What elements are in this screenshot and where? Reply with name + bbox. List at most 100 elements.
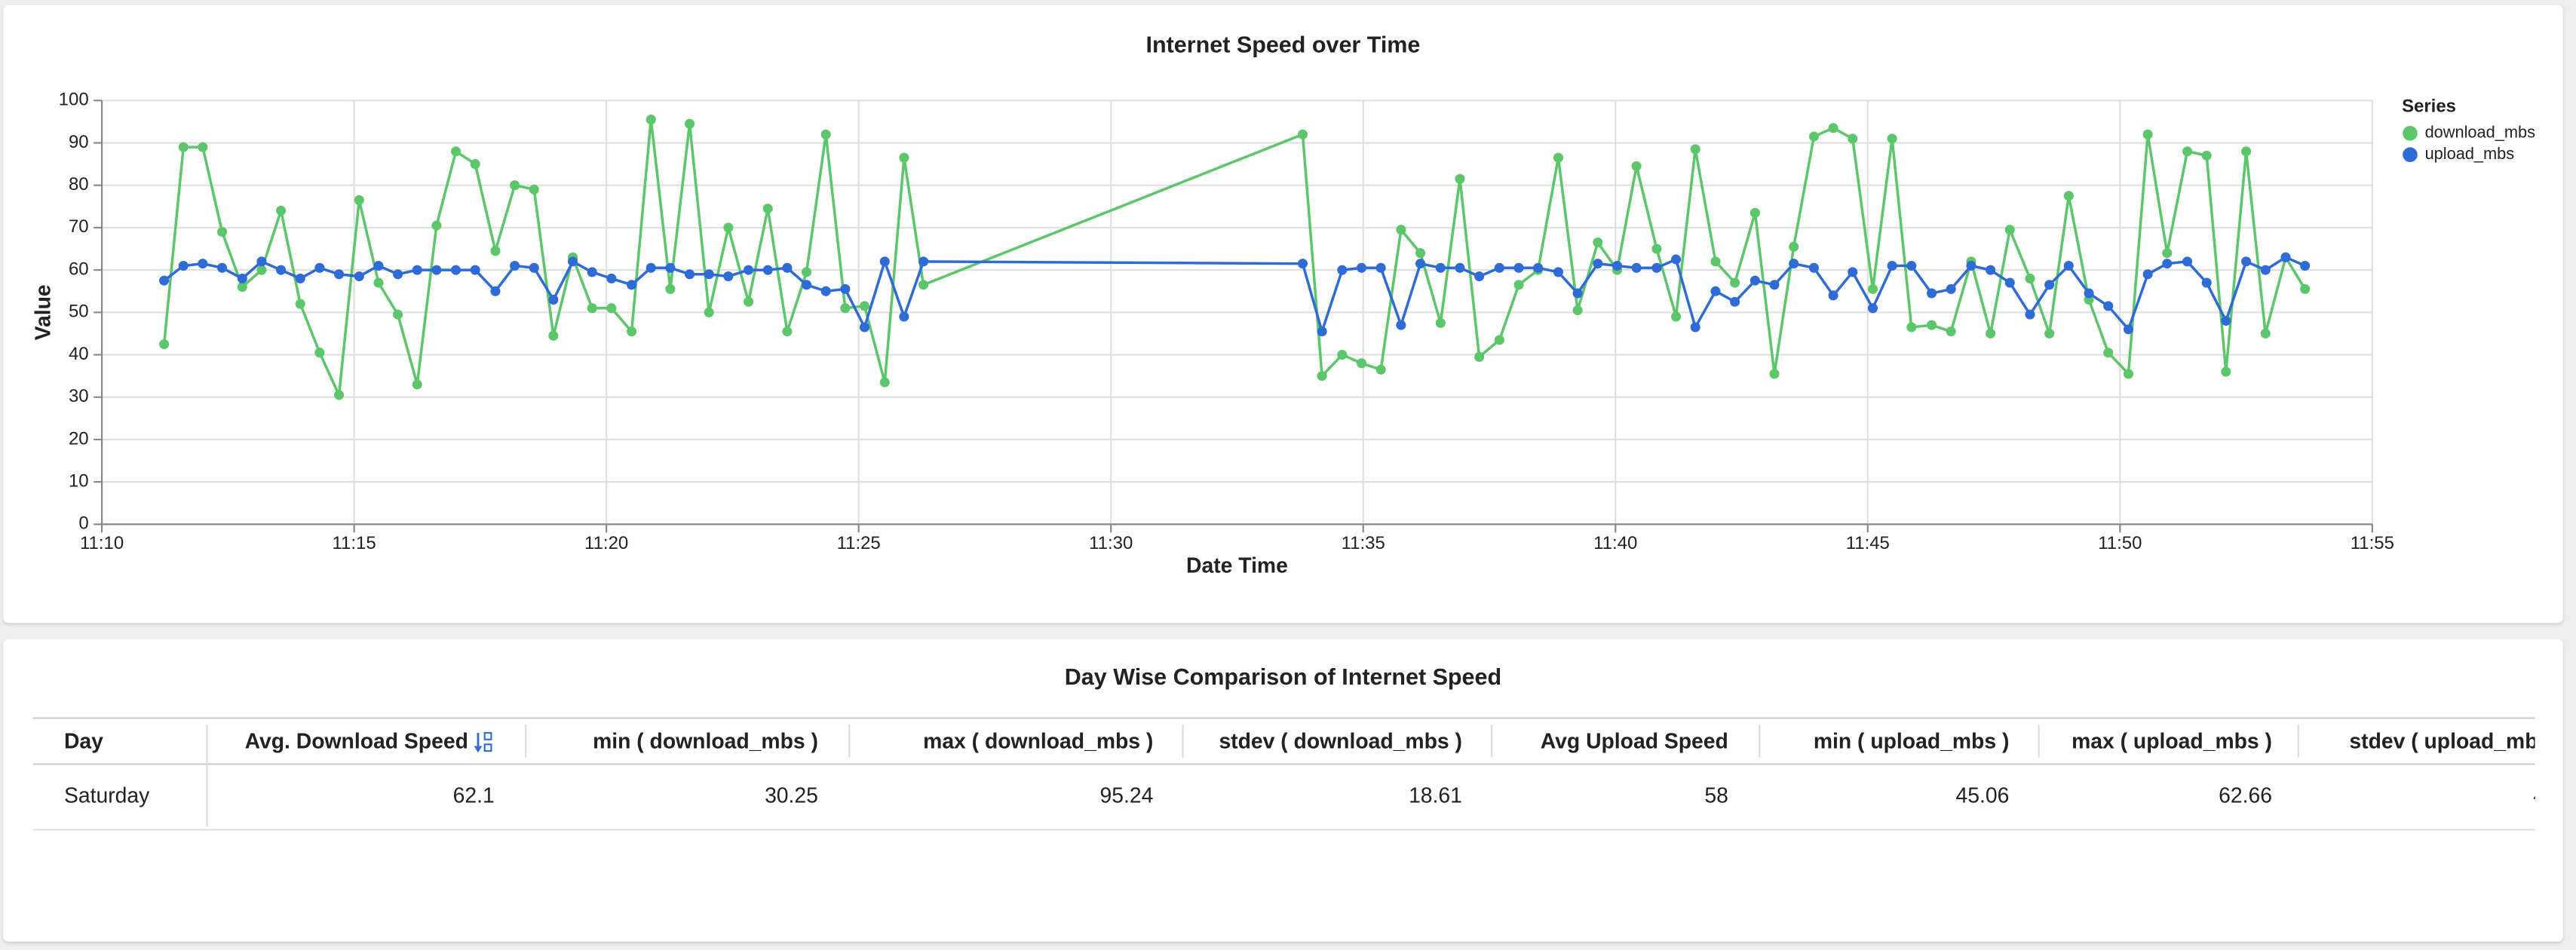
data-point	[1690, 144, 1700, 155]
data-point	[2103, 348, 2114, 358]
data-point	[237, 273, 247, 283]
data-point	[1651, 244, 1662, 254]
y-tick-label: 90	[69, 132, 89, 152]
x-tick-label: 11:50	[2098, 533, 2142, 553]
sort-icon[interactable]	[474, 731, 492, 753]
column-header: max ( download_mbs )	[923, 730, 1153, 754]
table: Day Avg. Download Speed min ( download_mbs…	[32, 717, 2562, 831]
y-tick-label: 60	[69, 259, 89, 279]
data-point	[1337, 265, 1348, 275]
data-point	[918, 280, 929, 290]
data-point	[1415, 248, 1426, 259]
data-point	[801, 267, 812, 277]
data-point	[899, 152, 909, 163]
data-point	[879, 256, 890, 267]
data-point	[2063, 191, 2074, 201]
data-point	[1848, 133, 1858, 144]
data-point	[665, 262, 676, 273]
data-point	[2260, 328, 2271, 339]
data-point	[2142, 269, 2153, 280]
data-point	[1887, 133, 1897, 144]
data-point	[744, 296, 754, 307]
data-point	[1435, 262, 1446, 273]
data-point	[2044, 328, 2055, 339]
table-cell: 95.24	[1099, 783, 1153, 808]
data-point	[1415, 259, 1426, 269]
data-point	[1533, 262, 1544, 273]
data-point	[490, 246, 501, 256]
data-point	[587, 267, 597, 277]
data-point	[782, 262, 793, 273]
data-point	[373, 260, 384, 271]
data-point	[2221, 366, 2231, 377]
legend-label: download_mbs	[2425, 123, 2536, 142]
data-point	[1671, 311, 1682, 322]
data-point	[1906, 322, 1917, 332]
data-point	[470, 265, 480, 275]
data-point	[1808, 131, 1819, 142]
data-point	[567, 256, 578, 267]
data-point	[333, 269, 345, 280]
data-point	[314, 348, 325, 358]
data-point	[1356, 262, 1367, 273]
data-point	[412, 379, 422, 390]
data-point	[510, 180, 520, 191]
data-point	[1769, 369, 1780, 379]
data-point	[2004, 277, 2015, 288]
data-point	[1808, 262, 1819, 273]
table-cell: 30.25	[765, 783, 818, 808]
legend-title: Series	[2402, 96, 2456, 116]
data-point	[450, 265, 462, 275]
column-header: stdev ( upload_mbs )	[2349, 730, 2562, 754]
data-point	[314, 262, 325, 273]
y-tick-label: 0	[78, 513, 88, 534]
data-point	[490, 286, 501, 296]
column-header: Avg. Download Speed	[245, 730, 468, 754]
data-point	[1710, 286, 1721, 296]
data-point	[899, 311, 909, 322]
table-cell: 18.61	[1409, 783, 1462, 808]
column-header: stdev ( download_mbs )	[1219, 730, 1461, 754]
data-point	[354, 271, 364, 282]
data-point	[2063, 260, 2074, 271]
data-point	[1828, 123, 1838, 133]
data-point	[1593, 259, 1603, 269]
data-point	[2280, 252, 2291, 262]
data-point	[2123, 369, 2134, 379]
data-point	[1966, 260, 1976, 271]
data-point	[412, 265, 422, 275]
y-tick-label: 80	[69, 174, 89, 195]
data-point	[1297, 259, 1308, 269]
data-point	[1337, 349, 1348, 360]
table-cell: 4.2	[2533, 783, 2562, 808]
data-point	[2241, 256, 2252, 267]
data-point	[704, 269, 714, 280]
data-point	[1435, 317, 1446, 328]
data-point	[393, 269, 403, 280]
data-point	[1927, 288, 1937, 299]
chart-title: Internet Speed over Time	[1146, 32, 1421, 57]
y-tick-label: 100	[59, 90, 89, 110]
table-card	[3, 639, 2563, 942]
data-point	[840, 303, 851, 314]
data-point	[2084, 288, 2094, 299]
data-point	[782, 326, 793, 337]
data-point	[1750, 207, 1760, 218]
sort-arrow-head	[474, 746, 483, 753]
data-point	[1375, 262, 1386, 273]
data-point	[1750, 275, 1760, 286]
data-point	[529, 184, 539, 195]
sort-glyph	[483, 731, 492, 740]
data-point	[276, 265, 287, 275]
x-tick-label: 11:15	[333, 533, 376, 553]
x-tick-label: 11:10	[80, 533, 124, 553]
data-point	[431, 220, 442, 231]
data-point	[1848, 267, 1858, 277]
data-point	[2221, 316, 2231, 326]
y-tick-label: 40	[69, 344, 89, 364]
data-point	[1553, 152, 1563, 163]
data-point	[1887, 260, 1897, 271]
data-point	[1730, 277, 1740, 288]
data-point	[1553, 267, 1563, 277]
